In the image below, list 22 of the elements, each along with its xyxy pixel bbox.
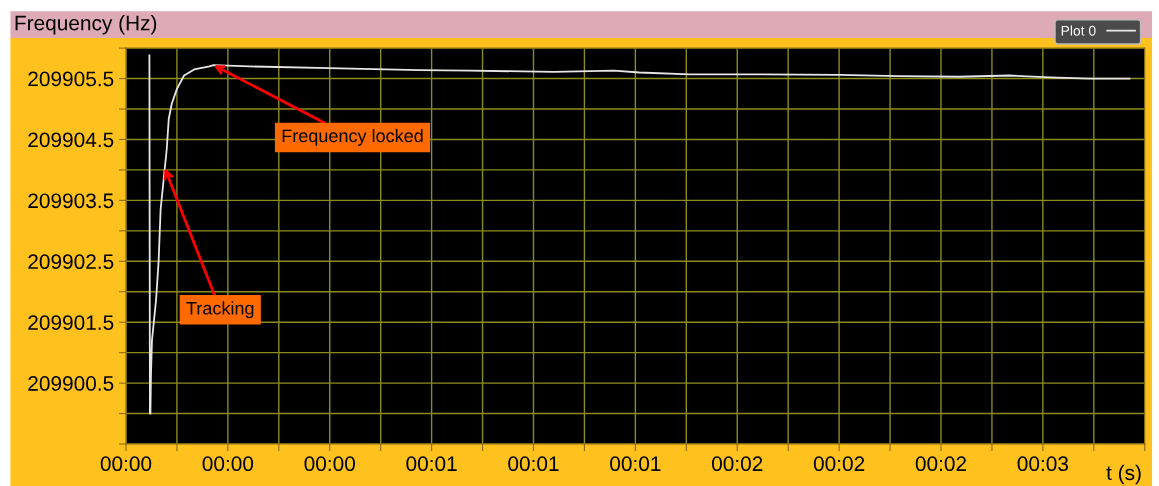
y-tick-label: 209903.5 (28, 193, 114, 209)
x-tick-label: 00:01 (610, 456, 661, 472)
x-tick-label: 00:00 (304, 456, 355, 472)
y-tick-label: 209902.5 (28, 254, 114, 270)
y-axis-title: Frequency (Hz) (15, 15, 157, 35)
legend-label: Plot 0 (1061, 25, 1096, 36)
y-tick-label: 209900.5 (28, 376, 114, 391)
x-tick-label: 00:00 (100, 456, 152, 472)
y-tick-label: 209901.5 (28, 315, 114, 330)
y-tick-label: 209904.5 (28, 132, 114, 148)
x-tick-label: 00:00 (202, 456, 254, 472)
x-tick-label: 00:03 (1017, 456, 1069, 472)
annotation: Frequency locked (282, 128, 423, 146)
x-tick-label: 00:02 (711, 456, 763, 472)
annotation: Tracking (186, 301, 254, 319)
x-tick-label: 00:02 (813, 456, 865, 472)
x-tick-label: 00:01 (508, 456, 559, 472)
x-tick-label: 00:02 (915, 456, 967, 472)
line-series (148, 54, 1131, 415)
x-axis-title: t (s) (1106, 464, 1141, 485)
x-tick-label: 00:01 (406, 456, 457, 472)
y-tick-label: 209905.5 (28, 71, 114, 87)
